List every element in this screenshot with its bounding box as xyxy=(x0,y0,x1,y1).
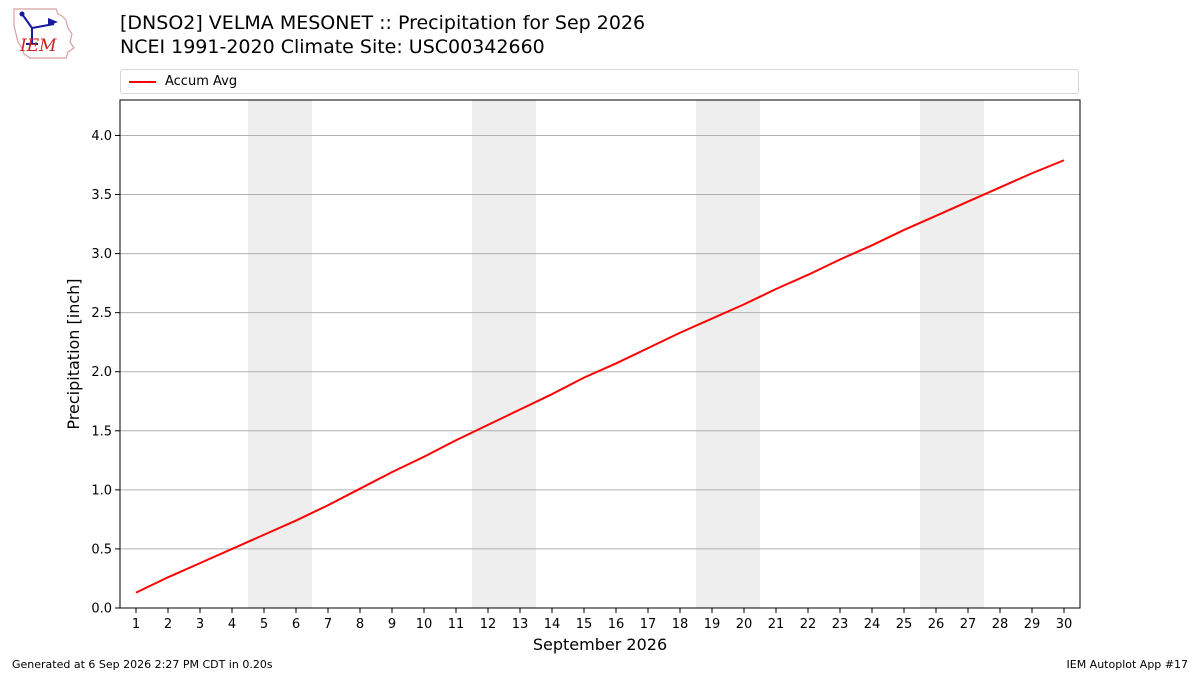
x-tick-label: 4 xyxy=(228,617,236,632)
x-tick-label: 16 xyxy=(608,617,625,632)
iem-logo: IEM xyxy=(13,8,75,59)
legend: Accum Avg xyxy=(120,69,1079,94)
weekend-band xyxy=(248,100,312,608)
y-tick-label: 0.5 xyxy=(91,542,112,557)
legend-swatch xyxy=(129,81,156,83)
x-tick-label: 13 xyxy=(512,617,529,632)
x-tick-label: 15 xyxy=(576,617,593,632)
chart-title: [DNSO2] VELMA MESONET :: Precipitation f… xyxy=(120,12,646,34)
y-tick-label: 3.0 xyxy=(91,247,112,262)
x-tick-label: 28 xyxy=(992,617,1009,632)
x-tick-label: 11 xyxy=(448,617,465,632)
y-tick-label: 3.5 xyxy=(91,188,112,203)
series-line-accum-avg xyxy=(135,159,1065,594)
x-tick-label: 29 xyxy=(1024,617,1041,632)
weekend-band xyxy=(472,100,536,608)
y-tick-label: 1.5 xyxy=(91,424,112,439)
y-axis-label: Precipitation [inch] xyxy=(64,278,83,429)
x-tick-label: 3 xyxy=(196,617,204,632)
logo-text: IEM xyxy=(19,36,57,56)
weekend-band xyxy=(920,100,984,608)
legend-label: Accum Avg xyxy=(165,74,238,89)
x-tick-label: 10 xyxy=(416,617,433,632)
x-tick-label: 6 xyxy=(292,617,300,632)
x-tick-label: 9 xyxy=(388,617,396,632)
footer-app: IEM Autoplot App #17 xyxy=(1066,658,1189,671)
x-tick-label: 26 xyxy=(928,617,945,632)
x-tick-label: 25 xyxy=(896,617,913,632)
x-axis-label: September 2026 xyxy=(533,635,667,654)
x-tick-label: 23 xyxy=(832,617,849,632)
x-tick-label: 7 xyxy=(324,617,332,632)
x-tick-label: 18 xyxy=(672,617,689,632)
y-tick-label: 0.0 xyxy=(91,602,112,617)
weekend-band xyxy=(696,100,760,608)
x-tick-label: 1 xyxy=(132,617,140,632)
x-tick-label: 2 xyxy=(164,617,172,632)
x-tick-label: 20 xyxy=(736,617,753,632)
x-tick-label: 30 xyxy=(1056,617,1073,632)
x-tick-label: 8 xyxy=(356,617,364,632)
plot-frame xyxy=(119,99,1081,609)
y-tick-label: 2.5 xyxy=(91,306,112,321)
x-tick-label: 14 xyxy=(544,617,561,632)
x-tick-label: 12 xyxy=(480,617,497,632)
x-tick-label: 5 xyxy=(260,617,268,632)
footer-generated: Generated at 6 Sep 2026 2:27 PM CDT in 0… xyxy=(12,658,273,671)
y-tick-label: 1.0 xyxy=(91,483,112,498)
x-tick-label: 21 xyxy=(768,617,785,632)
y-tick-label: 4.0 xyxy=(91,129,112,144)
x-tick-label: 24 xyxy=(864,617,881,632)
x-tick-label: 22 xyxy=(800,617,817,632)
x-tick-label: 17 xyxy=(640,617,657,632)
x-tick-label: 19 xyxy=(704,617,721,632)
y-tick-label: 2.0 xyxy=(91,365,112,380)
chart-subtitle: NCEI 1991-2020 Climate Site: USC00342660 xyxy=(120,36,545,58)
x-tick-label: 27 xyxy=(960,617,977,632)
